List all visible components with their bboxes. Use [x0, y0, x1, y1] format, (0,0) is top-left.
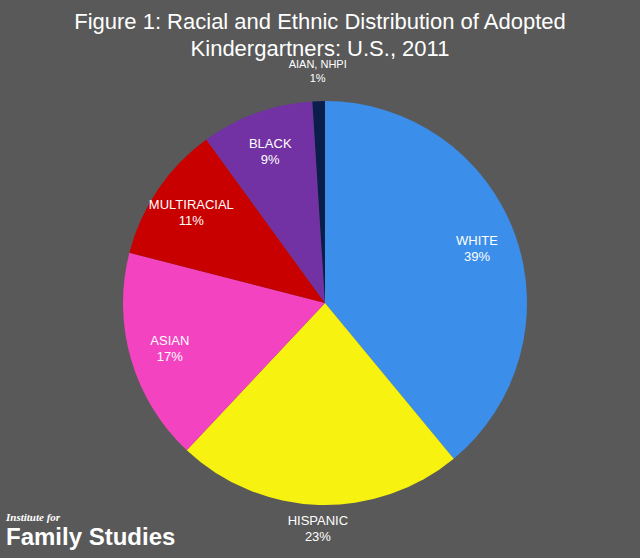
svg-text:MULTIRACIAL11%: MULTIRACIAL11% [149, 197, 234, 228]
html-text:Figure 1: Racial and Ethnic Di: Figure 1: Racial and Ethnic Distribution… [74, 9, 566, 61]
svg-text:ASIAN17%: ASIAN17% [150, 333, 189, 364]
svg-text:AIAN, NHPI1%: AIAN, NHPI1% [289, 58, 347, 84]
html-text:Institute for: Institute for [6, 511, 61, 523]
svg-text:WHITE39%: WHITE39% [456, 233, 498, 264]
html-text:Family Studies: Family Studies [6, 523, 176, 550]
svg-text:HISPANIC23%: HISPANIC23% [288, 513, 348, 544]
svg-text:BLACK9%: BLACK9% [249, 136, 292, 167]
